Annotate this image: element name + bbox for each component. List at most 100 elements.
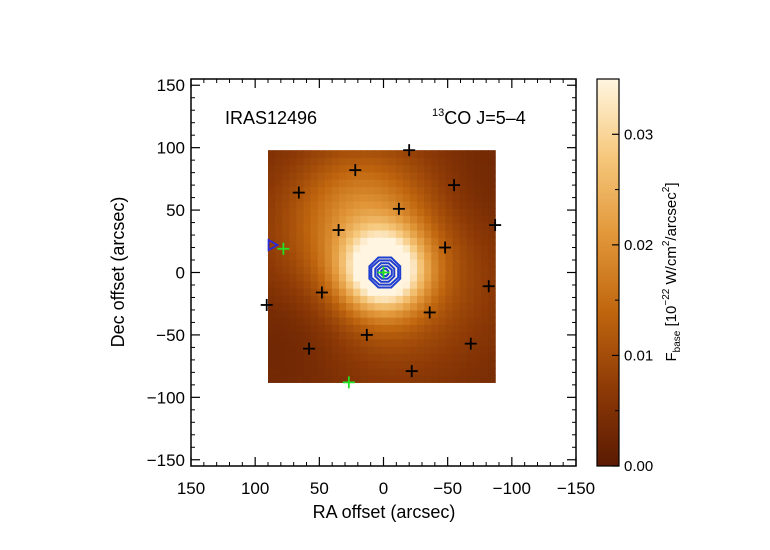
- heatmap-cell: [466, 273, 475, 282]
- heatmap-cell: [445, 208, 454, 217]
- heatmap-cell: [268, 360, 276, 369]
- heatmap-cell: [466, 157, 475, 166]
- heatmap-cell: [409, 338, 418, 347]
- heatmap-cell: [360, 229, 368, 238]
- heatmap-cell: [317, 215, 326, 224]
- heatmap-cell: [388, 157, 397, 166]
- heatmap-cell: [473, 367, 482, 376]
- heatmap-cell: [395, 229, 404, 238]
- heatmap-cell: [282, 164, 290, 173]
- heatmap-cell: [445, 331, 454, 340]
- heatmap-cell: [296, 288, 305, 296]
- y-axis-title: Dec offset (arcsec): [108, 197, 128, 348]
- heatmap-cell: [338, 367, 347, 376]
- heatmap-cell: [310, 375, 319, 383]
- heatmap-cell: [409, 157, 418, 166]
- heatmap-cell: [303, 200, 312, 209]
- heatmap-cell: [424, 150, 432, 159]
- heatmap-cell: [360, 353, 368, 362]
- heatmap-cell: [289, 215, 297, 224]
- heatmap-cell: [488, 157, 496, 166]
- heatmap-cell: [296, 295, 305, 304]
- heatmap-cell: [289, 157, 297, 166]
- heatmap-cell: [317, 266, 326, 275]
- heatmap-cell: [431, 157, 439, 166]
- heatmap-cell: [353, 273, 361, 282]
- heatmap-cell: [367, 237, 376, 246]
- heatmap-cell: [431, 288, 439, 296]
- heatmap-cell: [480, 288, 489, 296]
- line-label: 13CO J=5–4: [432, 107, 526, 128]
- heatmap-cell: [417, 273, 425, 282]
- heatmap-cell: [282, 251, 290, 260]
- heatmap-cell: [409, 237, 418, 246]
- heatmap-cell: [296, 309, 305, 318]
- heatmap-cell: [324, 208, 333, 217]
- heatmap-cell: [374, 317, 383, 325]
- heatmap-cell: [338, 346, 347, 354]
- heatmap-cell: [282, 157, 290, 166]
- heatmap-cell: [310, 367, 319, 376]
- heatmap-cell: [324, 179, 333, 188]
- heatmap-cell: [374, 171, 383, 180]
- heatmap-cell: [473, 317, 482, 325]
- heatmap-cell: [296, 273, 305, 282]
- heatmap-cell: [275, 200, 283, 209]
- heatmap-cell: [346, 157, 354, 166]
- heatmap-cell: [459, 179, 468, 188]
- spaxel-cross: [292, 186, 305, 199]
- heatmap-cell: [282, 346, 290, 354]
- heatmap-cell: [445, 309, 454, 318]
- heatmap-cell: [324, 157, 333, 166]
- heatmap-cell: [395, 346, 404, 354]
- heatmap-cell: [282, 215, 290, 224]
- heatmap-cell: [282, 200, 290, 209]
- heatmap-cell: [417, 346, 425, 354]
- heatmap-cell: [480, 273, 489, 282]
- heatmap-cell: [409, 266, 418, 275]
- heatmap-cell: [338, 309, 347, 318]
- x-tick-label: 0: [379, 479, 388, 498]
- heatmap-cell: [303, 302, 312, 311]
- heatmap-cell: [488, 360, 496, 369]
- heatmap-cell: [374, 244, 383, 253]
- heatmap-cell: [466, 215, 475, 224]
- heatmap-cell: [417, 193, 425, 202]
- heatmap-cell: [331, 360, 340, 369]
- heatmap-cell: [310, 280, 319, 289]
- heatmap-cell: [388, 324, 397, 333]
- heatmap-cell: [417, 324, 425, 333]
- heatmap-cell: [466, 295, 475, 304]
- heatmap-cell: [431, 193, 439, 202]
- heatmap-cell: [402, 200, 411, 209]
- heatmap-cell: [424, 288, 432, 296]
- heatmap-cell: [296, 237, 305, 246]
- heatmap-cell: [438, 200, 447, 209]
- colorbar-tick-label: 0.00: [624, 458, 653, 475]
- heatmap-cell: [338, 273, 347, 282]
- contour-level: [376, 265, 393, 280]
- heatmap-cell: [360, 222, 368, 231]
- heatmap-cell: [424, 215, 432, 224]
- heatmap-cell: [331, 157, 340, 166]
- heatmap-cell: [324, 244, 333, 253]
- heatmap-cell: [431, 150, 439, 159]
- cb-title-unit1: W/cm: [663, 246, 680, 289]
- heatmap-cell: [374, 157, 383, 166]
- heatmap-cell: [409, 222, 418, 231]
- heatmap-cell: [296, 150, 305, 159]
- heatmap-cell: [466, 346, 475, 354]
- heatmap-cell: [282, 360, 290, 369]
- heatmap-cell: [303, 164, 312, 173]
- heatmap-cell: [388, 193, 397, 202]
- heatmap-cell: [459, 164, 468, 173]
- heatmap-cell: [275, 367, 283, 376]
- heatmap-cell: [473, 200, 482, 209]
- heatmap-cell: [275, 251, 283, 260]
- heatmap-cell: [360, 164, 368, 173]
- heatmap-cell: [353, 266, 361, 275]
- heatmap-cell: [324, 375, 333, 383]
- heatmap-cell: [388, 179, 397, 188]
- heatmap-cell: [282, 171, 290, 180]
- heatmap-cell: [459, 346, 468, 354]
